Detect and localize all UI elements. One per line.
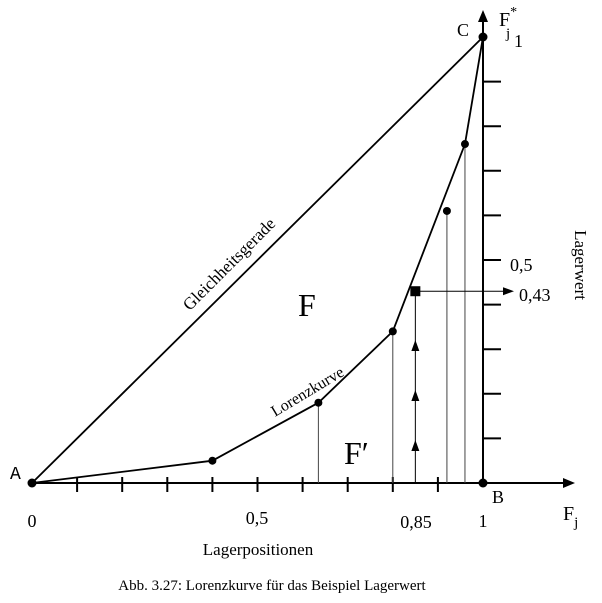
up-arrow-1 — [411, 390, 420, 401]
point-label-a: A — [10, 465, 21, 485]
x-tick-label-0: 0 — [28, 511, 37, 531]
y-axis-arrow — [478, 10, 488, 22]
up-arrow-2 — [411, 340, 420, 351]
y-axis-symbol: F* — [499, 5, 517, 31]
marker-point-1 — [314, 398, 323, 407]
x-tick-label-0-85: 0,85 — [400, 512, 432, 532]
x-axis-label: Lagerpositionen — [203, 540, 314, 559]
y-tick-label-0-5: 0,5 — [510, 255, 533, 275]
y-tick-marks — [483, 80, 501, 440]
equality-line — [31, 36, 484, 484]
x-tick-label-1: 1 — [479, 511, 488, 531]
figure-caption: Abb. 3.27: Lorenzkurve für das Beispiel … — [118, 578, 426, 594]
x-axis-arrow — [563, 478, 575, 488]
marker-point-3 — [442, 206, 451, 215]
y-tick-label-0-43: 0,43 — [519, 285, 551, 305]
y-axis-top-value: 1 — [514, 31, 523, 51]
region-label-f: F — [298, 287, 316, 323]
y-axis-symbol-subscript: j — [505, 26, 510, 42]
marker-point-a — [27, 478, 37, 488]
lorenz-curve-line — [31, 36, 484, 484]
marker-point-4 — [460, 140, 469, 149]
point-label-b: B — [492, 487, 504, 507]
point-label-c: C — [457, 20, 469, 40]
x-axis-symbol: Fj — [563, 503, 578, 531]
highlight-right-arrow — [503, 287, 514, 296]
y-axis-label: Lagerwert — [571, 230, 590, 300]
marker-point-b — [478, 478, 488, 488]
lorenz-curve-label: Lorenzkurve — [268, 364, 347, 421]
marker-point-c — [478, 32, 488, 42]
drop-lines — [317, 144, 466, 483]
marker-point-2 — [388, 327, 397, 336]
marker-square-5 — [410, 286, 421, 297]
region-label-f-prime: F′ — [344, 435, 369, 471]
marker-point-0 — [208, 456, 217, 465]
equality-line-label: Gleichheitsgerade — [179, 214, 279, 314]
up-arrow-0 — [411, 440, 420, 451]
x-tick-label-0-5: 0,5 — [246, 508, 269, 528]
upward-arrows — [411, 340, 420, 451]
x-tick-marks — [76, 477, 439, 492]
data-markers — [27, 32, 488, 488]
